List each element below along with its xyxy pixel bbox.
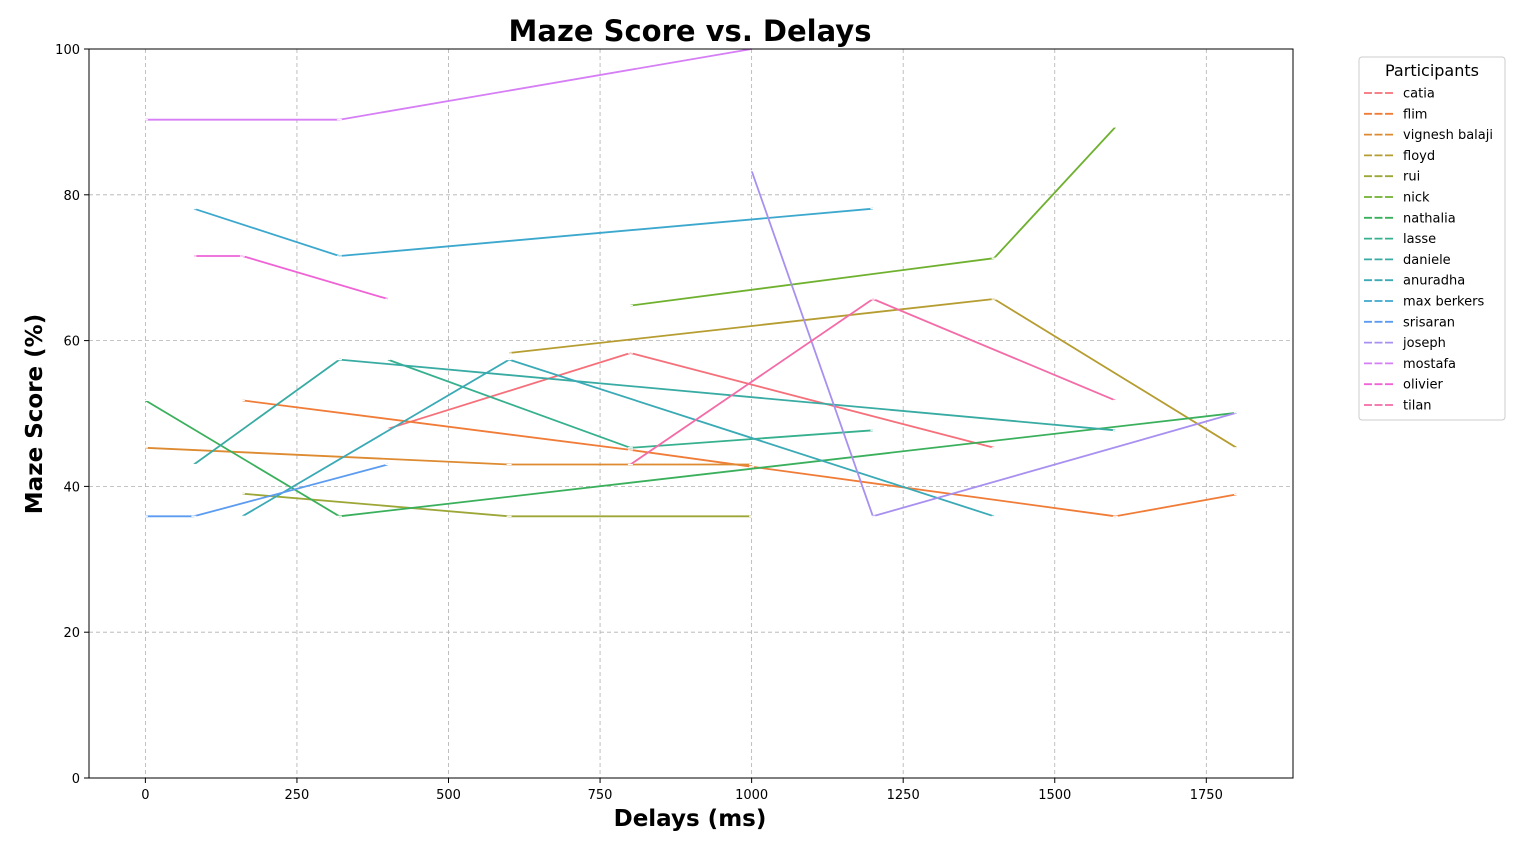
plot-area xyxy=(88,48,1294,779)
series-line-nick xyxy=(630,126,1117,307)
legend-label: floyd xyxy=(1403,149,1435,164)
x-tick-label: 1750 xyxy=(1190,788,1223,803)
legend-label: daniele xyxy=(1403,253,1451,268)
y-tick-label: 40 xyxy=(63,480,80,495)
legend-label: nick xyxy=(1403,191,1430,206)
series-line-anuradha xyxy=(241,358,995,518)
grid xyxy=(89,49,1293,778)
x-tick-label: 1500 xyxy=(1038,788,1071,803)
y-tick-label: 20 xyxy=(63,626,80,641)
y-tick-label: 80 xyxy=(63,189,80,204)
y-tick-label: 0 xyxy=(72,772,80,787)
x-tick-label: 1000 xyxy=(735,788,768,803)
series-lines xyxy=(142,48,1240,518)
series-line-tilan xyxy=(629,298,1116,466)
x-axis-label: Delays (ms) xyxy=(614,806,767,832)
legend-label: anuradha xyxy=(1403,274,1465,289)
axis-ticks: 0 250 500 750 1000 1250 1500 1750 0 20 40 60 80 100 xyxy=(55,43,1223,803)
legend-label: lasse xyxy=(1403,232,1436,247)
series-line-lasse xyxy=(387,358,873,449)
legend-label: tilan xyxy=(1403,399,1432,414)
x-tick-label: 750 xyxy=(588,788,613,803)
legend-title: Participants xyxy=(1385,61,1479,80)
x-tick-label: 1250 xyxy=(887,788,920,803)
legend-label: max berkers xyxy=(1403,295,1484,310)
x-tick-label: 500 xyxy=(436,788,461,803)
series-line-max-berkers xyxy=(193,207,873,257)
series-line-joseph xyxy=(750,170,1237,518)
legend: Participants catia flim vignesh balaji floy… xyxy=(1358,56,1506,421)
legend-label: mostafa xyxy=(1403,357,1456,372)
legend-label: catia xyxy=(1403,87,1435,102)
legend-items: catia flim vignesh balaji floyd rui nick natha… xyxy=(1364,87,1493,414)
y-tick-label: 100 xyxy=(55,43,80,58)
legend-label: joseph xyxy=(1402,336,1446,351)
chart-title: Maze Score vs. Delays xyxy=(509,14,872,48)
legend-label: flim xyxy=(1403,107,1427,122)
y-tick-label: 60 xyxy=(63,335,80,350)
legend-label: nathalia xyxy=(1403,211,1456,226)
x-tick-label: 250 xyxy=(285,788,310,803)
legend-label: vignesh balaji xyxy=(1403,128,1493,143)
legend-box xyxy=(1358,56,1506,421)
legend-label: srisaran xyxy=(1403,315,1455,330)
series-line-olivier xyxy=(193,255,389,300)
x-tick-label: 0 xyxy=(141,788,149,803)
y-axis-label: Maze Score (%) xyxy=(22,314,48,514)
legend-label: rui xyxy=(1403,170,1420,185)
legend-label: olivier xyxy=(1403,378,1443,393)
